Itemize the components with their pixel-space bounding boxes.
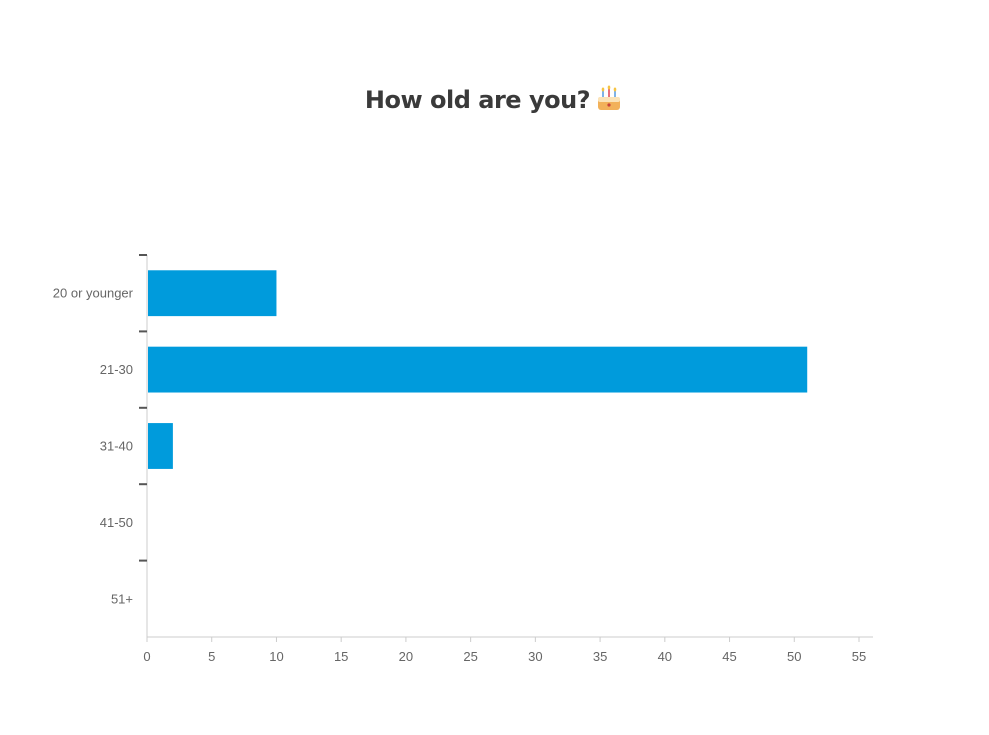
- y-tick-label: 20 or younger: [53, 286, 134, 301]
- x-tick-label: 45: [722, 649, 736, 664]
- y-tick-label: 51+: [111, 591, 133, 606]
- y-tick-label: 21-30: [100, 362, 133, 377]
- y-tick-label: 31-40: [100, 439, 133, 454]
- chart-title: How old are you?: [0, 84, 989, 114]
- x-tick-label: 55: [852, 649, 866, 664]
- x-tick-label: 25: [463, 649, 477, 664]
- plot-area: 20 or younger 21-30 31-40 41-50 51+ 0 5 10 15 20 2…: [53, 254, 873, 664]
- x-tick-label: 20: [399, 649, 413, 664]
- x-tick-label: 15: [334, 649, 348, 664]
- bar-21-30: [148, 346, 808, 393]
- bar-31-40: [148, 423, 173, 469]
- x-tick-label: 5: [208, 649, 215, 664]
- bar-20-or-younger: [148, 270, 277, 317]
- x-tick-label: 40: [658, 649, 672, 664]
- x-tick-label: 30: [528, 649, 542, 664]
- x-tick-label: 50: [787, 649, 801, 664]
- x-tick-label: 0: [143, 649, 150, 664]
- x-tick-label: 35: [593, 649, 607, 664]
- birthday-cake-icon: [598, 85, 621, 110]
- y-tick-label: 41-50: [100, 515, 133, 530]
- chart-title-text: How old are you?: [364, 86, 591, 114]
- x-tick-label: 10: [269, 649, 283, 664]
